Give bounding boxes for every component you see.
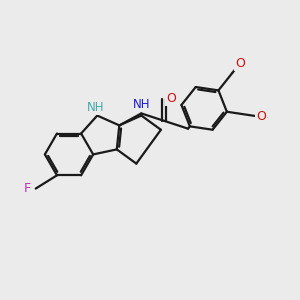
Text: O: O <box>166 92 176 105</box>
Text: O: O <box>256 110 266 123</box>
Text: NH: NH <box>133 98 150 111</box>
Text: NH: NH <box>87 101 104 114</box>
Text: F: F <box>24 182 31 195</box>
Text: O: O <box>235 57 245 70</box>
